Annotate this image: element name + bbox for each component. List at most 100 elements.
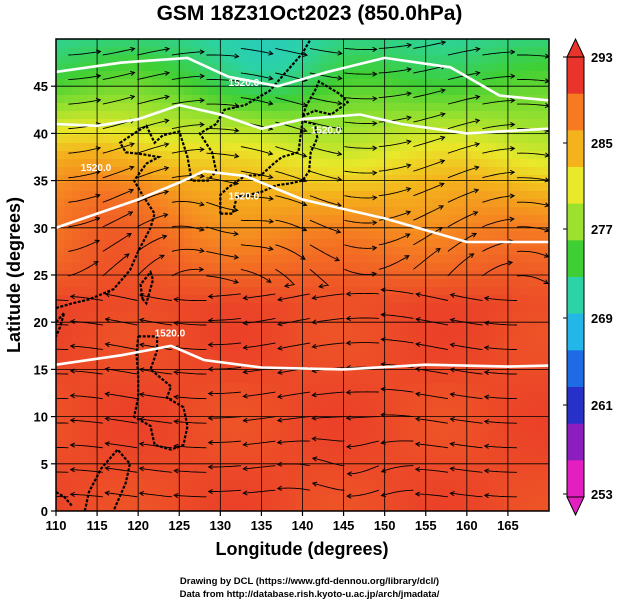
- heat-cell: [88, 279, 97, 288]
- heat-cell: [520, 207, 529, 216]
- heat-cell: [296, 359, 305, 368]
- heat-cell: [416, 287, 425, 296]
- streamline-arrowhead: [414, 441, 421, 447]
- streamline: [277, 487, 310, 491]
- heat-cell: [544, 463, 549, 472]
- heat-cell: [320, 471, 329, 480]
- streamline: [517, 54, 549, 58]
- heat-cell: [320, 383, 329, 392]
- heat-cell: [480, 303, 489, 312]
- streamline-arrowhead: [173, 296, 179, 303]
- heat-cell: [128, 47, 137, 56]
- streamline-arrowhead: [207, 366, 213, 372]
- heat-cell: [344, 135, 353, 144]
- heat-cell: [232, 111, 241, 120]
- heat-cell: [240, 55, 249, 64]
- heat-cell: [424, 479, 433, 488]
- streamline: [378, 164, 411, 172]
- heat-cell: [168, 87, 177, 96]
- heat-cell: [528, 479, 537, 488]
- heat-cell: [408, 239, 417, 248]
- heat-cell: [280, 111, 289, 120]
- heat-cell: [368, 359, 377, 368]
- contour-line: [56, 169, 549, 244]
- heat-cell: [432, 239, 441, 248]
- heat-cell: [352, 55, 361, 64]
- heat-cell: [256, 367, 265, 376]
- heat-cell: [440, 327, 449, 336]
- heat-cell: [416, 303, 425, 312]
- streamline: [68, 147, 101, 154]
- heat-cell: [264, 295, 273, 304]
- heat-cell: [312, 359, 321, 368]
- streamline: [68, 75, 101, 81]
- heat-cell: [472, 111, 481, 120]
- heat-cell: [432, 335, 441, 344]
- streamline: [56, 471, 69, 473]
- heat-cell: [440, 431, 449, 440]
- heat-cell: [248, 343, 257, 352]
- heat-cell: [456, 151, 465, 160]
- heat-cell: [448, 423, 457, 432]
- heat-cell: [480, 199, 489, 208]
- heat-cell: [96, 55, 105, 64]
- streamline-arrowhead: [509, 193, 516, 199]
- streamline: [139, 467, 172, 473]
- heat-cell: [472, 439, 481, 448]
- streamline: [381, 388, 414, 393]
- heat-cell: [480, 63, 489, 72]
- heat-cell: [464, 391, 473, 400]
- streamline: [413, 89, 446, 98]
- heat-cell: [120, 191, 129, 200]
- heat-cell: [80, 55, 89, 64]
- streamline-arrowhead: [164, 46, 171, 52]
- streamline-arrowhead: [242, 465, 248, 472]
- heat-cell: [296, 447, 305, 456]
- heat-cell: [208, 119, 217, 128]
- heat-cell: [408, 415, 417, 424]
- heat-cell: [368, 191, 377, 200]
- heat-cell: [224, 87, 233, 96]
- heat-cell: [144, 231, 153, 240]
- streamline-arrowhead: [483, 320, 490, 326]
- heat-cell: [56, 447, 65, 456]
- heat-cell: [136, 479, 145, 488]
- heat-cell: [200, 375, 209, 384]
- heat-cell: [408, 47, 417, 56]
- heat-cell: [120, 295, 129, 304]
- heat-cell: [120, 335, 129, 344]
- heat-cell: [312, 191, 321, 200]
- heat-cell: [312, 447, 321, 456]
- heat-cell: [104, 151, 113, 160]
- heat-cell: [416, 383, 425, 392]
- heat-cell: [184, 327, 193, 336]
- heat-cell: [224, 287, 233, 296]
- heat-cell: [456, 47, 465, 56]
- heat-cell: [152, 319, 161, 328]
- heat-cell: [80, 311, 89, 320]
- x-tick-label: 155: [415, 518, 437, 533]
- heat-cell: [168, 447, 177, 456]
- heat-cell: [320, 423, 329, 432]
- heat-cell: [464, 495, 473, 504]
- heat-cell: [488, 303, 497, 312]
- heat-cell: [400, 135, 409, 144]
- heat-cell: [224, 127, 233, 136]
- heat-cell: [456, 359, 465, 368]
- heat-cell: [440, 343, 449, 352]
- heat-cell: [520, 175, 529, 184]
- heat-cell: [384, 415, 393, 424]
- heat-cell: [152, 79, 161, 88]
- streamline-arrowhead: [311, 436, 317, 442]
- heat-cell: [448, 95, 457, 104]
- heat-cell: [304, 383, 313, 392]
- heat-cell: [136, 399, 145, 408]
- heat-cell: [128, 239, 137, 248]
- heat-cell: [512, 415, 521, 424]
- heat-cell: [112, 47, 121, 56]
- heat-cell: [160, 327, 169, 336]
- heat-cell: [304, 135, 313, 144]
- streamline-arrowhead: [345, 291, 352, 297]
- colorbar-swatch: [567, 167, 584, 205]
- heat-cell: [520, 487, 529, 496]
